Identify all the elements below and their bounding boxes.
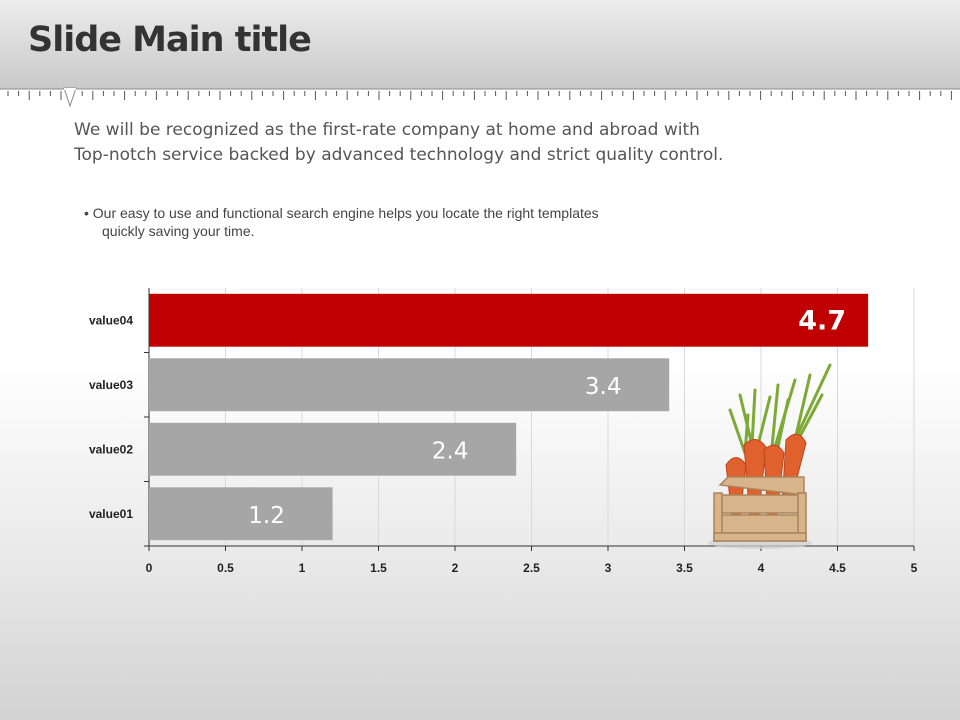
data-label: 3.4 [585,374,622,400]
x-tick-label: 3 [605,561,612,575]
data-label: 2.4 [432,438,469,464]
bar-value03 [149,358,670,412]
x-tick-label: 5 [911,561,918,575]
category-label: value04 [89,313,133,327]
x-tick-label: 1 [299,561,306,575]
x-tick-label: 3.5 [676,561,693,575]
bar-value02 [149,422,517,476]
x-tick-label: 0.5 [217,561,234,575]
carrot-crate-image [708,363,832,549]
intro-line-1: We will be recognized as the first-rate … [74,120,700,140]
data-label: 4.7 [798,305,846,336]
intro-text: We will be recognized as the first-rate … [74,118,834,168]
x-tick-label: 4.5 [829,561,846,575]
page-title: Slide Main title [28,20,312,60]
x-tick-label: 0 [146,561,153,575]
bullet-line-2: quickly saving your time. [102,223,255,239]
ruler-divider [0,87,960,108]
intro-line-2: Top-notch service backed by advanced tec… [74,145,724,165]
category-label: value03 [89,378,133,392]
x-tick-label: 2.5 [523,561,540,575]
bar-chart: 0 0.5 1 1.5 2 2.5 3 3.5 4 4.5 5 value01 1.2 value02 2.… [89,288,918,575]
x-tick-label: 2 [452,561,459,575]
x-tick-label: 1.5 [370,561,387,575]
category-label: value02 [89,442,133,456]
x-tick-label: 4 [758,561,765,575]
bullet-text: • Our easy to use and functional search … [84,204,704,240]
bar-value01 [149,487,333,541]
title-bar: Slide Main title [0,0,960,89]
bar-value04 [149,293,869,347]
category-label: value01 [89,507,133,521]
data-label: 1.2 [248,503,285,529]
bullet-line-1: • Our easy to use and functional search … [84,205,599,221]
